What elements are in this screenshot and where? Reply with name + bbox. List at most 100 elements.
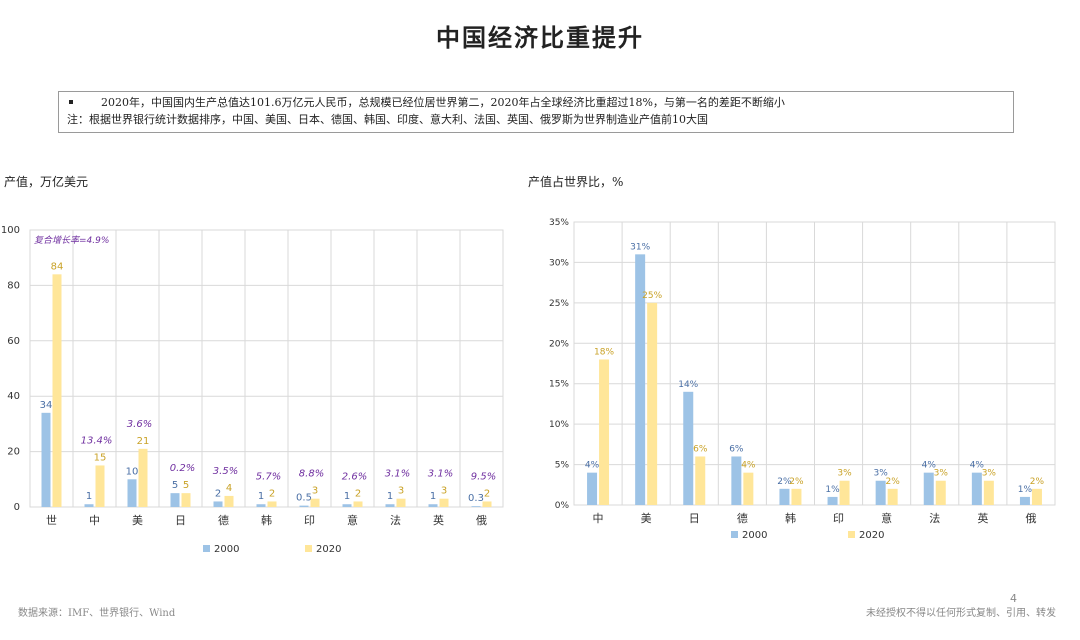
bar-2000 <box>41 412 51 507</box>
data-label-2000: 10 <box>126 466 139 477</box>
growth-rate-label: 5.7% <box>256 471 281 482</box>
bar-2000 <box>779 488 790 505</box>
y-tick-label: 30% <box>549 258 569 268</box>
data-label-2020: 2 <box>484 488 490 499</box>
data-label-2020: 2 <box>355 488 361 499</box>
x-category-label: 韩 <box>785 511 796 525</box>
data-label-2000: 4% <box>970 461 985 471</box>
data-label-2020: 3 <box>441 486 447 497</box>
bar-2020 <box>353 501 363 507</box>
bar-2020 <box>52 274 62 507</box>
growth-rate-label: 3.1% <box>385 469 410 480</box>
y-tick-label: 100 <box>1 225 20 236</box>
growth-rate-label: 3.6% <box>127 419 152 430</box>
data-label-2000: 31% <box>630 242 650 252</box>
y-tick-label: 40 <box>7 391 20 402</box>
bar-2000 <box>428 504 438 507</box>
bar-2000 <box>299 505 309 507</box>
data-label-2000: 34 <box>40 400 53 411</box>
growth-rate-label: 3.5% <box>213 466 238 477</box>
bar-2000 <box>587 472 598 505</box>
bar-2000 <box>923 472 934 505</box>
data-label-2000: 1 <box>430 491 436 502</box>
bar-2000 <box>170 493 180 507</box>
data-label-2000: 1 <box>387 491 393 502</box>
legend-swatch-2000 <box>731 531 738 538</box>
bar-2020 <box>482 501 492 507</box>
y-tick-label: 35% <box>549 218 569 228</box>
bar-2020 <box>181 493 191 507</box>
bar-2020 <box>935 480 946 505</box>
data-label-2020: 3% <box>982 469 997 479</box>
data-label-2020: 3 <box>398 486 404 497</box>
data-label-2000: 1% <box>1018 485 1033 495</box>
page-title: 中国经济比重提升 <box>436 23 644 52</box>
bar-2020 <box>267 501 277 507</box>
bar-2000 <box>635 254 646 505</box>
x-category-label: 法 <box>390 513 401 527</box>
growth-rate-label: 3.1% <box>428 469 453 480</box>
data-label-2020: 18% <box>594 347 614 357</box>
y-tick-label: 25% <box>549 299 569 309</box>
growth-rate-label: 0.2% <box>170 463 195 474</box>
growth-rate-label: 2.6% <box>342 471 367 482</box>
y-tick-label: 10% <box>549 420 569 430</box>
x-category-label: 法 <box>929 511 940 525</box>
bar-2020 <box>224 495 234 507</box>
data-label-2000: 0.3 <box>468 493 484 504</box>
world-share-chart: 0% 5% 10% 15% 20% 25% 30% 35% 4% 18% 中 31% 25% 美 14% 6%… <box>549 218 1056 541</box>
data-label-2020: 84 <box>51 261 64 272</box>
data-label-2000: 4% <box>585 461 600 471</box>
legend-swatch-2020 <box>305 545 312 552</box>
data-label-2000: 0.5 <box>296 493 312 504</box>
bar-2000 <box>683 391 694 505</box>
bullet-icon <box>69 100 73 104</box>
bar-2000 <box>342 504 352 507</box>
data-label-2000: 1% <box>825 485 840 495</box>
bar-2000 <box>731 456 742 505</box>
bar-2020 <box>95 465 105 507</box>
bar-2020 <box>791 488 802 505</box>
x-category-label: 中 <box>593 512 604 525</box>
growth-rate-label: 13.4% <box>81 435 113 446</box>
data-label-2020: 2% <box>886 477 901 487</box>
data-label-2020: 4% <box>741 461 756 471</box>
bar-2020 <box>599 359 610 505</box>
bar-2020 <box>743 472 754 505</box>
data-label-2020: 21 <box>137 436 150 447</box>
bar-2000 <box>1019 496 1030 505</box>
note-line: 注：根据世界银行统计数据排序，中国、美国、日本、德国、韩国、印度、意大利、法国、… <box>67 113 708 126</box>
y-tick-label: 60 <box>7 336 20 347</box>
legend-label-2000: 2000 <box>214 544 239 555</box>
y-tick-label: 15% <box>549 380 569 390</box>
x-category-label: 意 <box>881 511 892 525</box>
data-label-2020: 2 <box>269 488 275 499</box>
data-label-2000: 6% <box>729 444 744 454</box>
y-tick-label: 80 <box>7 280 20 291</box>
y-tick-label: 5% <box>555 461 570 471</box>
data-label-2020: 3% <box>837 469 852 479</box>
legend-label-2020: 2020 <box>859 530 884 541</box>
data-label-2000: 1 <box>258 491 264 502</box>
bar-2020 <box>310 498 320 507</box>
x-category-label: 印 <box>304 514 315 527</box>
bar-2020 <box>647 302 658 505</box>
x-category-label: 日 <box>689 512 700 525</box>
bar-2000 <box>256 504 266 507</box>
data-label-2020: 3% <box>934 469 949 479</box>
data-label-2000: 5 <box>172 480 178 491</box>
growth-rate-label: 9.5% <box>471 471 496 482</box>
data-source-footer: 数据来源：IMF、世界银行、Wind <box>18 608 176 619</box>
x-category-label: 世 <box>46 514 57 527</box>
bar-2020 <box>439 498 449 507</box>
page-number: 4 <box>1010 592 1017 605</box>
data-label-2020: 2% <box>1030 477 1045 487</box>
bar-2000 <box>213 501 223 507</box>
data-label-2020: 15 <box>94 452 107 463</box>
x-category-label: 俄 <box>1025 512 1036 525</box>
legend-swatch-2020 <box>848 531 855 538</box>
left-chart-title: 产值，万亿美元 <box>4 175 89 189</box>
bar-2020 <box>695 456 706 505</box>
bar-2000 <box>875 480 886 505</box>
x-category-label: 德 <box>737 511 748 525</box>
